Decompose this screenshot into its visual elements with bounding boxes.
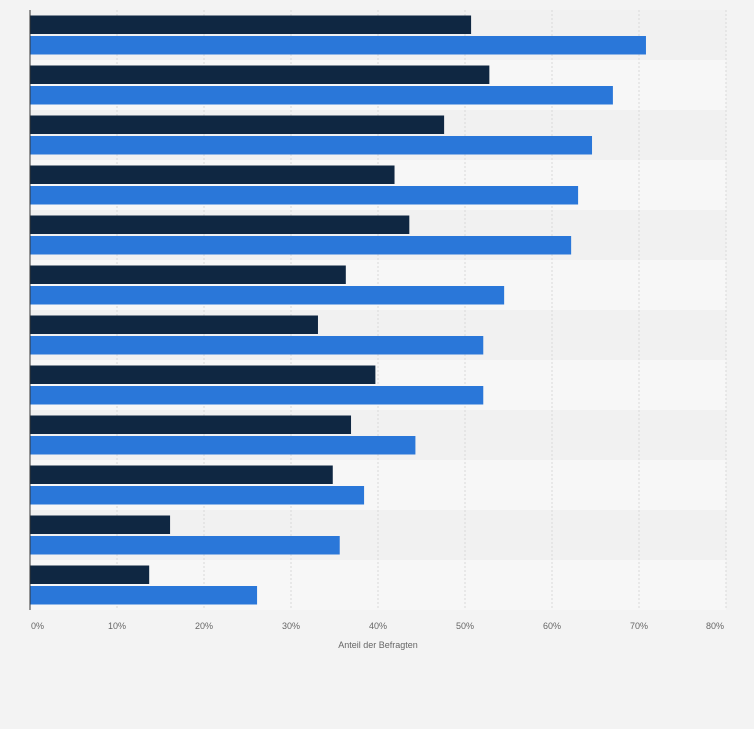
x-tick-label: 70% [630,621,648,631]
bar-series-1-row-10[interactable] [30,465,333,485]
x-tick-label: 0% [31,621,44,631]
bar-series-1-row-2[interactable] [30,65,490,85]
bar-series-1-row-11[interactable] [30,515,171,535]
bar-series-2-row-5[interactable] [30,236,572,255]
bar-series-1-row-4[interactable] [30,165,395,185]
bar-series-2-row-6[interactable] [30,286,505,305]
x-tick-label: 80% [706,621,724,631]
bar-series-1-row-7[interactable] [30,315,318,335]
grid-lines [116,10,727,610]
bar-series-2-row-2[interactable] [30,86,613,105]
bar-series-2-row-12[interactable] [30,586,258,605]
bar-series-2-row-10[interactable] [30,486,365,505]
x-tick-label: 40% [369,621,387,631]
bars [30,15,646,605]
bar-series-1-row-12[interactable] [30,565,150,585]
bar-series-2-row-3[interactable] [30,136,593,155]
bar-series-2-row-4[interactable] [30,186,579,205]
bar-series-1-row-3[interactable] [30,115,445,135]
bar-series-2-row-9[interactable] [30,436,416,455]
bar-series-1-row-1[interactable] [30,15,472,35]
bar-series-2-row-8[interactable] [30,386,484,405]
x-tick-labels: 0% 10% 20% 30% 40% 50% 60% 70% 80% [31,621,724,631]
bar-series-2-row-1[interactable] [30,36,646,55]
bar-series-1-row-6[interactable] [30,265,346,285]
x-tick-label: 10% [108,621,126,631]
bar-series-1-row-8[interactable] [30,365,376,385]
x-tick-label: 60% [543,621,561,631]
x-axis-title: Anteil der Befragten [338,640,418,650]
bar-series-2-row-7[interactable] [30,336,484,355]
x-tick-label: 30% [282,621,300,631]
bar-series-1-row-9[interactable] [30,415,352,435]
bar-series-2-row-11[interactable] [30,536,340,555]
x-tick-label: 20% [195,621,213,631]
x-tick-label: 50% [456,621,474,631]
bar-series-1-row-5[interactable] [30,215,410,235]
